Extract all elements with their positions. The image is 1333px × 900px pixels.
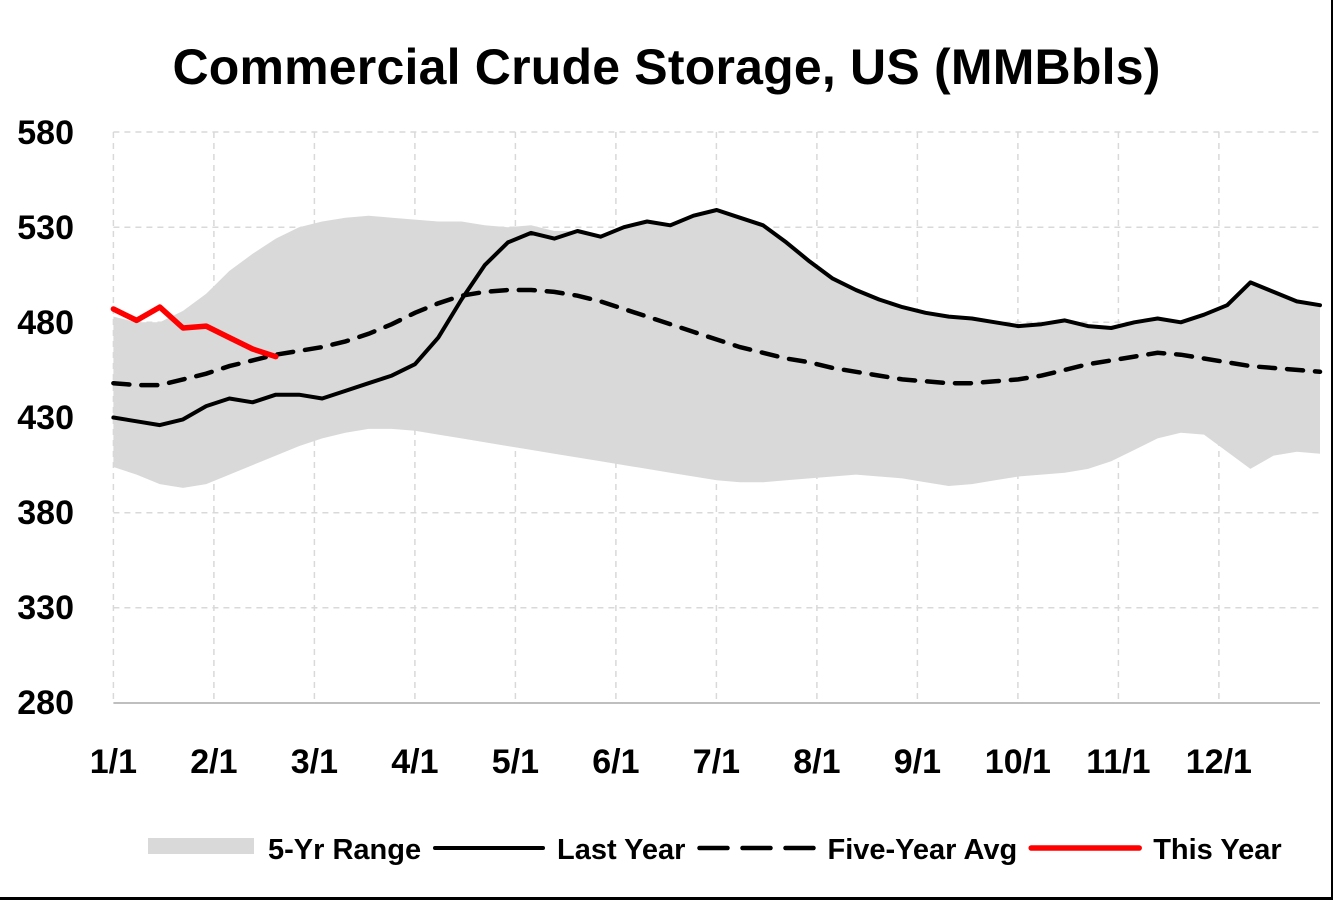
svg-text:This Year: This Year (1153, 834, 1281, 866)
svg-text:4/1: 4/1 (391, 743, 438, 781)
svg-text:Last Year: Last Year (557, 834, 685, 866)
svg-text:580: 580 (17, 114, 74, 152)
svg-text:8/1: 8/1 (793, 743, 840, 781)
svg-text:2/1: 2/1 (190, 743, 237, 781)
svg-text:11/1: 11/1 (1086, 743, 1150, 781)
svg-text:480: 480 (17, 304, 74, 342)
svg-text:380: 380 (17, 494, 74, 532)
svg-text:12/1: 12/1 (1186, 743, 1252, 781)
svg-text:430: 430 (17, 399, 74, 437)
svg-text:10/1: 10/1 (985, 743, 1051, 781)
svg-text:Five-Year Avg: Five-Year Avg (828, 834, 1018, 866)
svg-text:7/1: 7/1 (693, 743, 740, 781)
svg-text:6/1: 6/1 (592, 743, 639, 781)
svg-text:5/1: 5/1 (492, 743, 539, 781)
svg-text:3/1: 3/1 (291, 743, 338, 781)
svg-text:1/1: 1/1 (90, 743, 137, 781)
svg-text:330: 330 (17, 589, 74, 627)
svg-text:5-Yr Range: 5-Yr Range (268, 834, 421, 866)
svg-text:530: 530 (17, 209, 74, 247)
svg-text:9/1: 9/1 (894, 743, 941, 781)
svg-text:280: 280 (17, 684, 74, 722)
